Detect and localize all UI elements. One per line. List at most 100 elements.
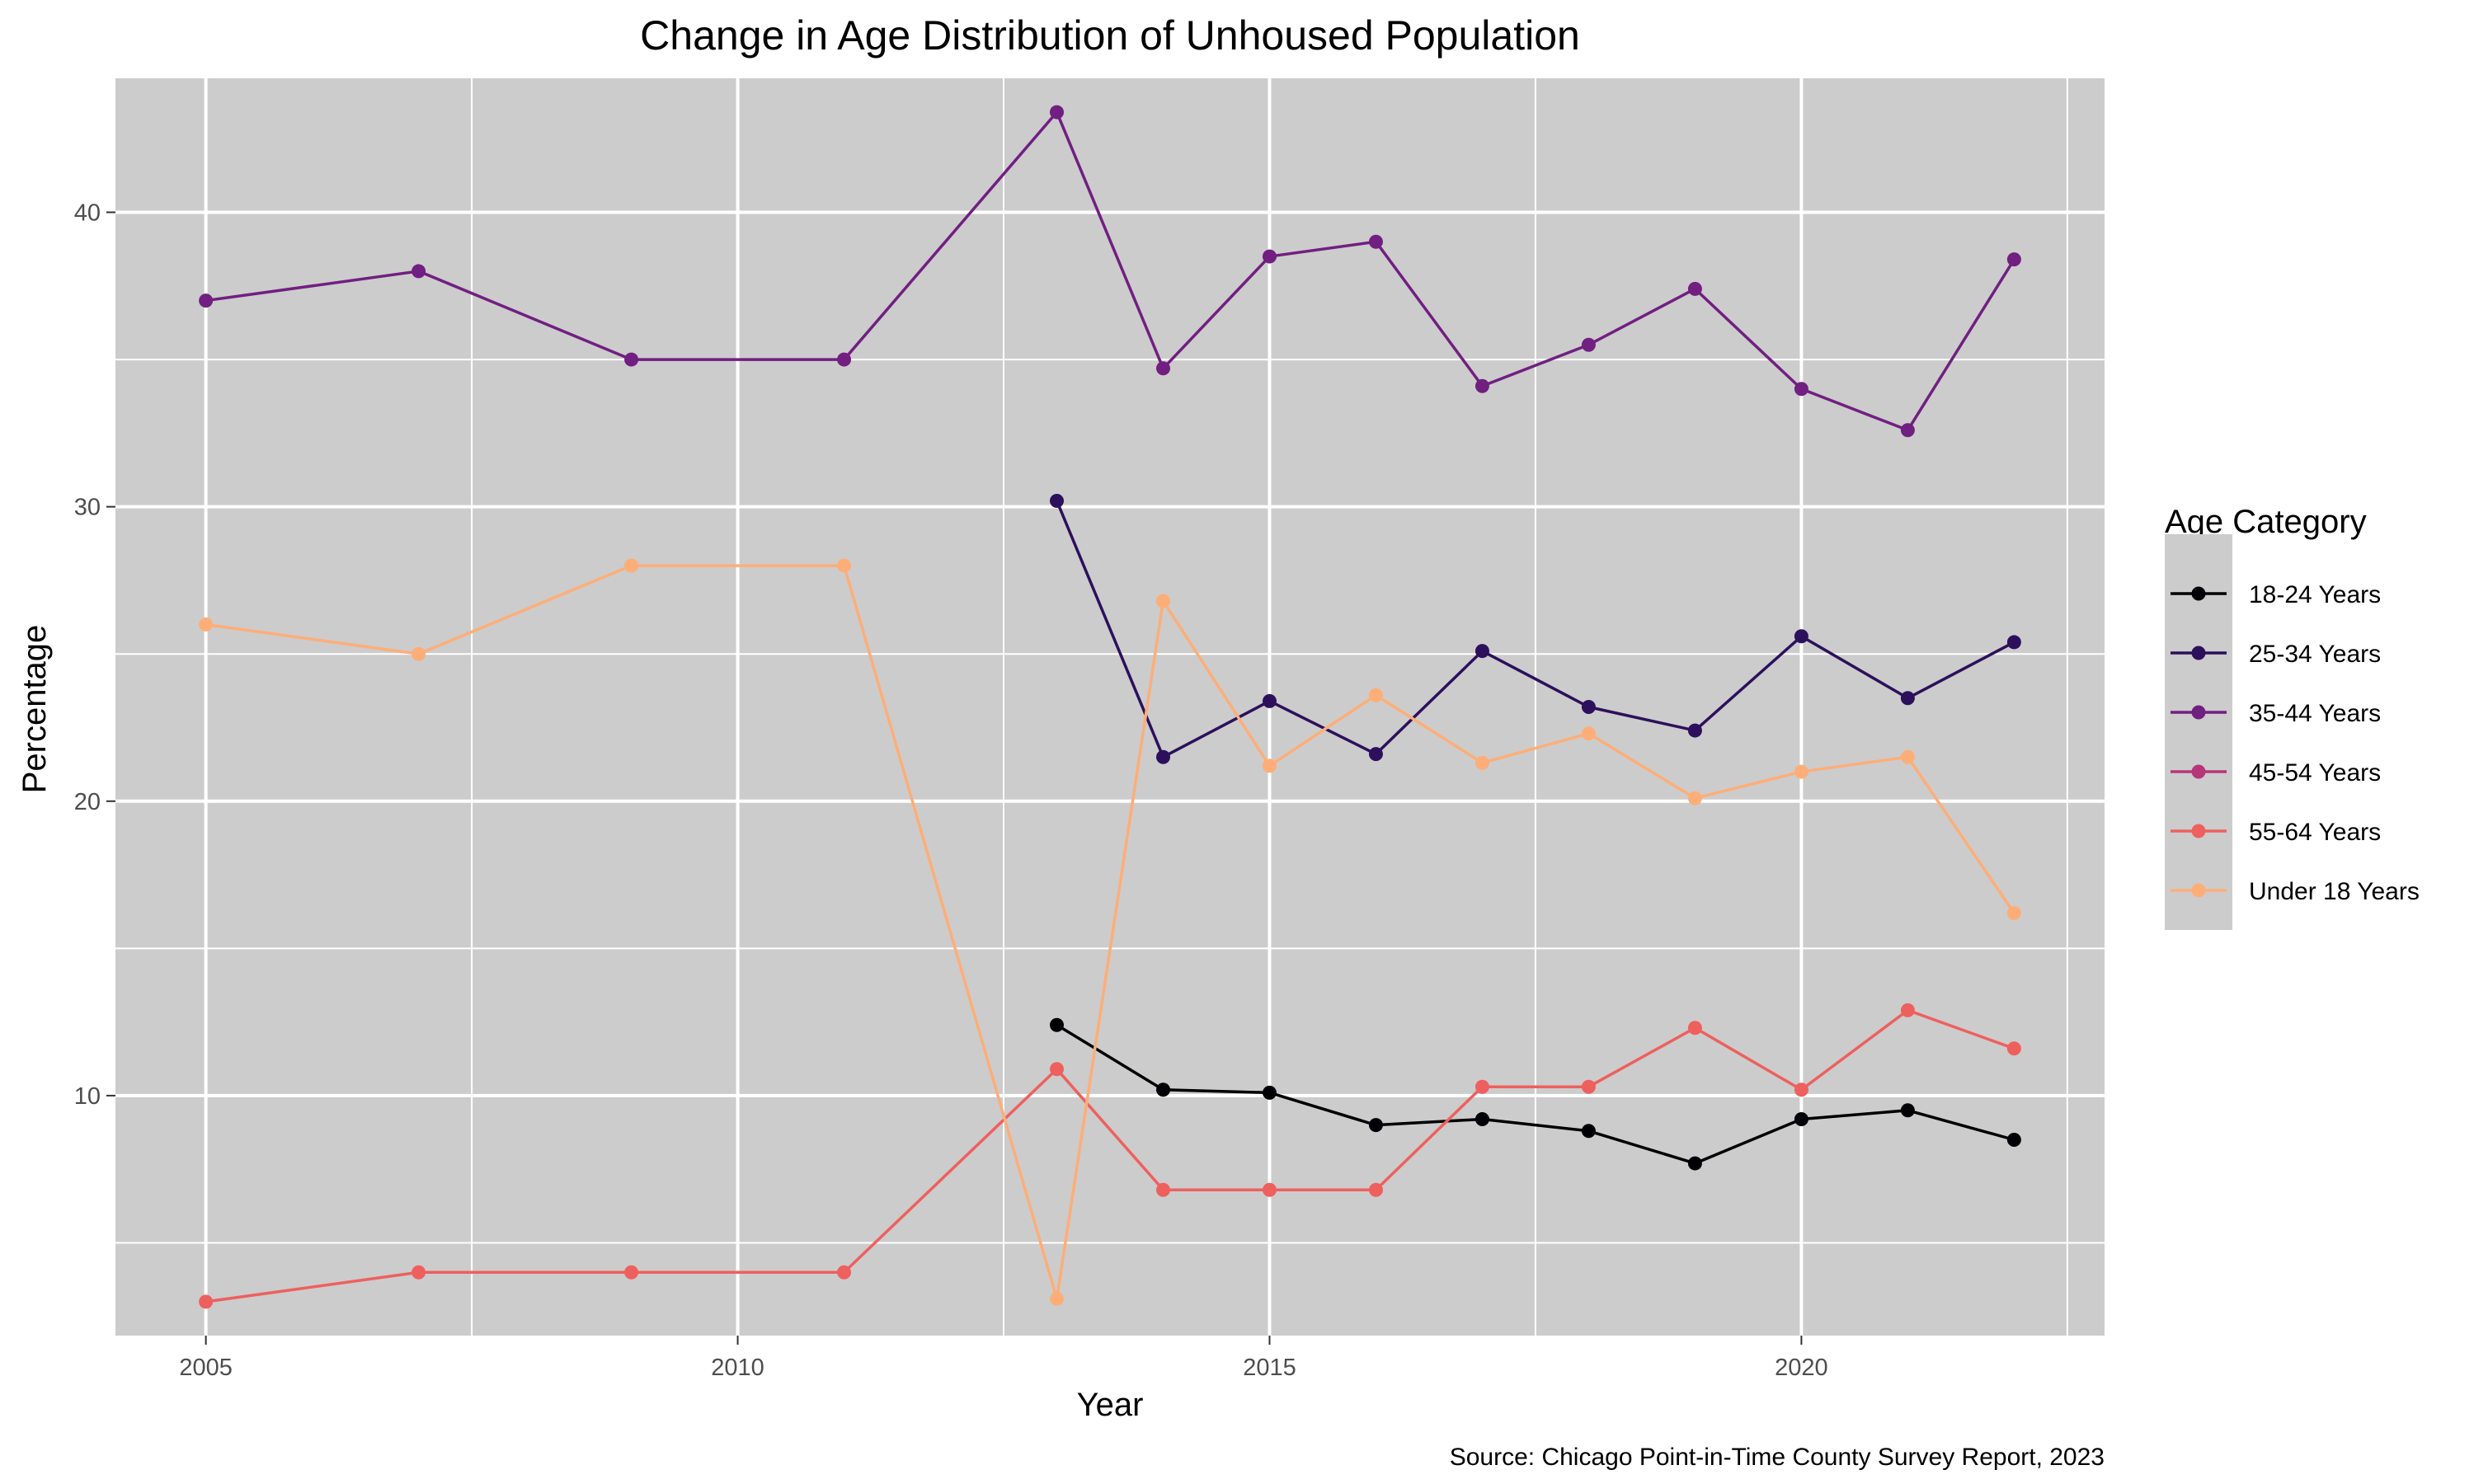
legend-item-2: 35-44 Years [2171, 700, 2381, 727]
data-point-0-3 [1368, 1118, 1383, 1133]
series-25-34-years [1050, 494, 2021, 764]
panel-background [115, 78, 2105, 1336]
series-line-1 [1055, 500, 2015, 758]
series-55-64-years [199, 1003, 2021, 1309]
legend-swatch-point-2 [2191, 705, 2206, 720]
legend-swatch-point-3 [2191, 764, 2206, 779]
data-point-4-7 [1368, 1182, 1383, 1197]
data-point-4-3 [837, 1265, 852, 1280]
x-axis-title: Year [1077, 1387, 1144, 1423]
data-point-4-0 [199, 1294, 214, 1309]
data-point-1-2 [1262, 693, 1277, 708]
data-point-1-5 [1581, 700, 1596, 714]
data-point-0-8 [1900, 1103, 1915, 1118]
data-point-5-10 [1687, 791, 1702, 805]
data-point-0-2 [1262, 1085, 1277, 1100]
data-point-2-2 [624, 352, 639, 367]
data-point-2-3 [837, 352, 852, 367]
legend-swatch-point-0 [2191, 586, 2206, 601]
data-point-2-13 [2006, 252, 2021, 267]
y-axis-title: Percentage [16, 625, 53, 794]
series-line-5 [205, 564, 2015, 1301]
data-point-4-12 [1900, 1003, 1915, 1017]
legend-item-3: 45-54 Years [2171, 759, 2381, 787]
legend-swatch-point-5 [2191, 883, 2206, 898]
data-point-0-9 [2006, 1133, 2021, 1147]
data-point-1-4 [1475, 644, 1489, 659]
data-point-5-3 [837, 558, 852, 573]
x-tick-label-2: 2015 [1243, 1355, 1296, 1381]
data-point-4-10 [1687, 1021, 1702, 1036]
data-point-5-6 [1262, 758, 1277, 773]
legend-item-5: Under 18 Years [2171, 878, 2420, 905]
legend-label-4: 55-64 Years [2249, 819, 2381, 846]
legend-item-1: 25-34 Years [2171, 641, 2381, 668]
data-point-2-10 [1687, 281, 1702, 296]
data-point-5-5 [1155, 594, 1170, 608]
data-point-1-1 [1155, 749, 1170, 764]
x-tick-label-3: 2020 [1775, 1355, 1828, 1381]
data-point-0-0 [1050, 1017, 1065, 1032]
data-point-2-12 [1900, 423, 1915, 438]
data-point-0-1 [1155, 1082, 1170, 1097]
y-tick-label-0: 10 [74, 1083, 101, 1110]
y-tick-label-3: 40 [74, 200, 101, 227]
y-tick-label-2: 30 [74, 495, 101, 521]
legend: Age Category 18-24 Years 25-34 Years 35-44… [2165, 504, 2420, 930]
data-point-4-11 [1794, 1082, 1808, 1097]
data-point-5-2 [624, 558, 639, 573]
series-line-2 [205, 110, 2015, 432]
data-point-4-2 [624, 1265, 639, 1280]
legend-label-2: 35-44 Years [2249, 700, 2381, 727]
data-point-0-5 [1581, 1124, 1596, 1139]
data-point-4-6 [1262, 1182, 1277, 1197]
data-point-5-7 [1368, 688, 1383, 702]
data-point-2-8 [1475, 378, 1489, 393]
data-point-2-1 [412, 264, 426, 279]
series-layer [199, 105, 2021, 1309]
data-point-4-1 [412, 1265, 426, 1280]
data-point-2-4 [1050, 105, 1065, 120]
data-point-1-8 [1900, 691, 1915, 706]
data-point-4-9 [1581, 1079, 1596, 1094]
data-point-2-9 [1581, 337, 1596, 352]
legend-item-4: 55-64 Years [2171, 819, 2381, 846]
data-point-4-13 [2006, 1041, 2021, 1056]
legend-label-3: 45-54 Years [2249, 759, 2381, 787]
data-point-4-5 [1155, 1182, 1170, 1197]
data-point-1-7 [1794, 629, 1808, 644]
data-point-0-6 [1687, 1156, 1702, 1171]
data-point-5-1 [412, 646, 426, 661]
legend-swatch-point-1 [2191, 646, 2206, 660]
data-point-1-9 [2006, 635, 2021, 650]
series-35-44-years [199, 105, 2021, 438]
axes: 10 20 30 40 2005 2010 2015 2020 [74, 200, 1828, 1382]
data-point-4-8 [1475, 1079, 1489, 1094]
data-point-4-4 [1050, 1062, 1065, 1077]
data-point-1-6 [1687, 723, 1702, 738]
data-point-5-9 [1581, 726, 1596, 741]
legend-item-0: 18-24 Years [2171, 581, 2381, 608]
series-18-24-years [1050, 1017, 2021, 1171]
data-point-2-5 [1155, 361, 1170, 376]
data-point-2-7 [1368, 234, 1383, 249]
legend-label-5: Under 18 Years [2249, 878, 2420, 905]
series-line-4 [205, 1008, 2015, 1303]
legend-label-0: 18-24 Years [2249, 581, 2381, 608]
data-point-5-0 [199, 618, 214, 632]
series-line-0 [1056, 1023, 2015, 1165]
x-tick-label-1: 2010 [711, 1355, 764, 1381]
x-tick-label-0: 2005 [179, 1355, 233, 1381]
data-point-2-6 [1262, 249, 1277, 264]
y-tick-label-1: 20 [74, 789, 101, 815]
legend-items: 18-24 Years 25-34 Years 35-44 Years 45-54 Y… [2165, 534, 2420, 930]
data-point-5-8 [1475, 755, 1489, 770]
legend-title: Age Category [2165, 504, 2367, 540]
legend-label-1: 25-34 Years [2249, 641, 2381, 668]
chart-title: Change in Age Distribution of Unhoused P… [640, 12, 1580, 59]
series-under-18-years [199, 558, 2021, 1306]
data-point-1-0 [1050, 494, 1065, 508]
data-point-2-11 [1794, 382, 1808, 397]
